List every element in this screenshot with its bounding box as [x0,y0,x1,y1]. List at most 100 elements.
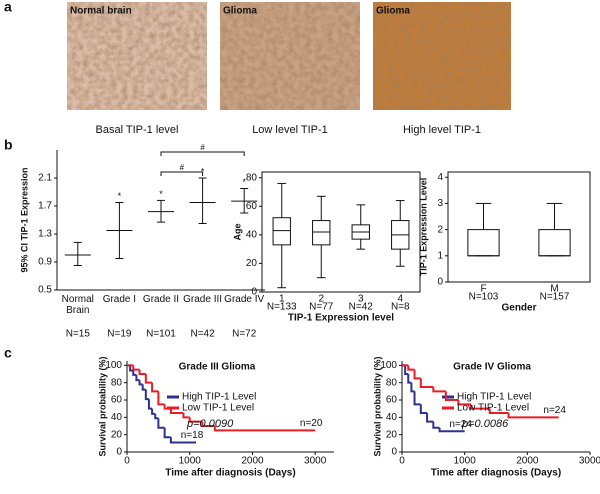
survival-step [169,408,184,414]
image-label: Normal brain [70,6,132,17]
survival-step [154,413,159,420]
box [467,229,500,257]
y-tick-label: 1 [437,250,443,261]
survival-step [157,418,165,429]
survival-step [213,426,316,432]
x-tick-label: 3000 [304,456,327,467]
x-tick-label: Normal Brain [61,294,94,316]
survival-step [419,404,428,414]
y-tick-label: 2.1 [38,173,52,184]
micrograph-texture [67,2,207,110]
significance-bracket [160,151,245,156]
survival-step [413,369,421,380]
p-value: p=0.0086 [461,418,509,430]
x-tick-label-box: Grade IV [224,294,264,305]
count-label: N=15 [66,329,91,340]
survival-step [404,365,409,375]
survival-step [432,421,440,429]
survival-step [135,374,140,382]
bracket-label: # [180,163,185,172]
y-tick-label: 20 [386,429,398,440]
x-tick-label: 1000 [454,456,477,467]
count-label: N=103 [469,292,499,303]
count-label: N=8 [391,302,410,313]
y-tick-label: 60 [246,201,258,212]
end-label: n=24 [449,419,472,430]
x-tick-label: Grade II [142,294,180,305]
x-tick-label-box: Grade II [142,294,180,305]
y-axis-label: 95% CI TIP-1 Expression [19,167,29,272]
significance-marker: * [201,166,205,176]
plot-frame [261,171,421,293]
chart-title: Grade III Glioma [179,362,256,373]
significance-marker: * [242,177,246,187]
x-axis-label: Time after diagnosis (Days) [431,468,561,479]
x-axis-label: Time after diagnosis (Days) [165,468,295,479]
x-tick-label: 4 [397,294,403,305]
survival-step [151,382,159,393]
y-tick-label: 40 [386,412,398,423]
count-label: N=42 [349,302,374,313]
x-tick-label: 3 [358,294,364,305]
y-tick-label: 80 [111,377,123,388]
significance-marker: * [159,189,163,199]
y-axis-label: Survival probability (%) [372,356,382,456]
x-tick-label: F [480,284,486,295]
survival-step [432,387,446,393]
significance-bracket [160,171,204,176]
survival-step [144,374,153,384]
x-tick-label: 2 [318,294,324,305]
y-tick-label: 0.9 [38,257,52,268]
survival-step [407,365,415,371]
image-label: Glioma [376,6,410,17]
y-tick-label: 60 [111,395,123,406]
survival-step [138,369,146,375]
plot-frame [447,171,591,283]
survival-step [163,427,171,439]
x-tick-label: 2000 [241,456,264,467]
y-tick-label: 20 [246,258,258,269]
y-tick-label: 0 [116,447,122,458]
survival-step [129,365,134,372]
x-tick-label: 2000 [516,456,539,467]
x-tick-label: 1000 [179,456,202,467]
y-tick-label: 40 [111,412,123,423]
y-tick-label: 2 [437,224,443,235]
y-axis-label: TIP-1 Expression Level [418,178,428,277]
end-label: n=20 [300,418,323,429]
x-tick-label-box: Grade I [102,294,137,305]
survival-step [169,437,196,444]
survival-step [157,391,165,406]
x-tick-label: 3000 [579,456,600,467]
x-tick-label: Grade I [102,294,137,305]
survival-step [141,384,146,391]
x-tick-label: Grade III [183,294,223,305]
x-tick-label: M [550,284,558,295]
count-label: N=42 [191,329,216,340]
panel-label: c [4,345,12,361]
survival-step [426,413,434,423]
survival-step [507,413,559,419]
survival-step [182,413,190,419]
image-caption: Low level TIP-1 [252,124,328,136]
survival-step [469,404,490,410]
survival-step [201,421,215,427]
box [538,229,571,257]
panel-label: a [4,0,12,15]
image-label: Glioma [223,6,257,17]
count-label: N=101 [146,329,176,340]
significance-marker: * [118,191,122,201]
p-value: p=0.0090 [186,418,234,430]
legend-label: Low TIP-1 Level [457,403,529,414]
x-tick-label-box: Grade III [183,294,223,305]
y-tick-label: 0 [391,447,397,458]
survival-step [419,378,434,388]
micrograph-texture [220,2,360,110]
count-label: N=19 [107,329,132,340]
y-tick-label: 80 [246,172,258,183]
survival-step [488,408,509,414]
x-axis-label: TIP-1 Expression level [288,313,394,324]
survival-step [132,370,137,376]
survival-step [138,380,143,386]
